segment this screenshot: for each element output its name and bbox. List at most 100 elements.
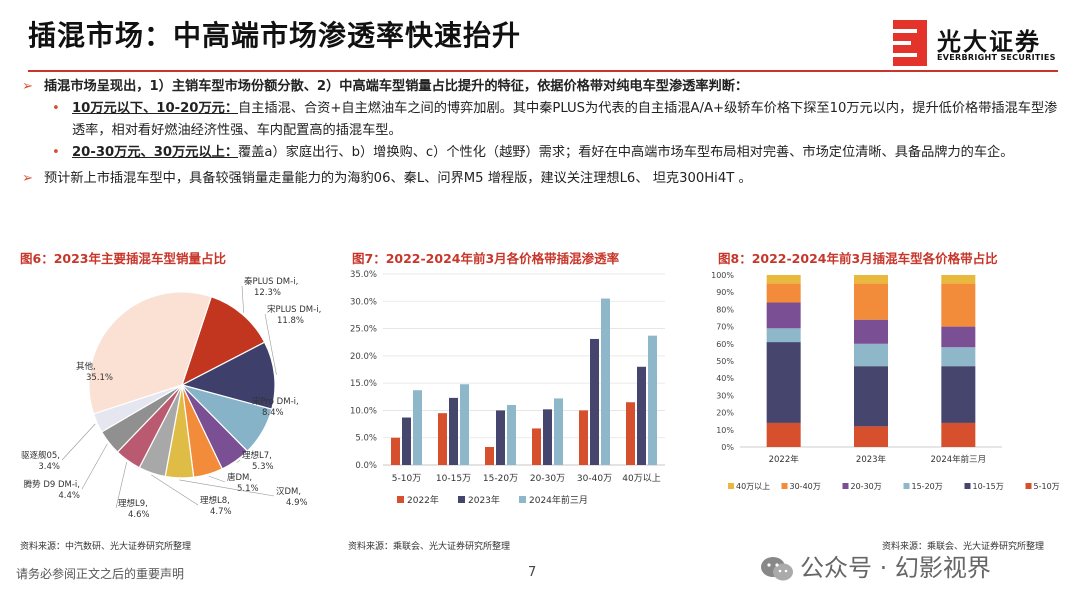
legend-swatch (781, 483, 788, 489)
y-tick-label: 35.0% (350, 270, 377, 280)
y-tick-label: 30% (716, 391, 734, 400)
x-tick-label: 15-20万 (483, 474, 518, 484)
pie-slice-label: 4.7% (210, 507, 232, 517)
bar (601, 298, 610, 465)
pie-slice-label: 4.9% (286, 498, 308, 508)
legend-label: 2022年 (407, 494, 439, 506)
legend-label: 10-15万 (973, 482, 1004, 491)
legend-swatch (728, 483, 734, 489)
y-tick-label: 10.0% (350, 406, 377, 416)
pie-slice-name: 腾势 D9 DM-i, (24, 479, 80, 490)
pie-slice-name: 驱逐舰05, (21, 450, 60, 461)
stacked-bar-segment (766, 342, 801, 423)
footer-disclaimer: 请务必参阅正文之后的重要声明 (16, 567, 185, 581)
page-title: 插混市场：中高端市场渗透率快速抬升 (28, 19, 522, 52)
y-tick-label: 40% (716, 374, 734, 383)
stacked-bar-segment (941, 326, 976, 348)
dot-bullet-icon: • (52, 101, 60, 116)
y-tick-label: 0.0% (355, 461, 377, 471)
pie-leader-line (115, 462, 127, 509)
pie-slice-name: 其他, (76, 361, 96, 372)
bullet-main-text: 插混市场呈现出，1）主销车型市场份额分散、2）中高端车型销量占比提升的特征，依据… (44, 79, 749, 94)
bar (496, 410, 505, 465)
legend-label: 2024年前三月 (529, 494, 588, 506)
sub-bullet-low-price-body: 自主插混、合资+自主燃油车之间的博弈加剧。其中秦PLUS为代表的自主插混A/A+… (72, 101, 1058, 138)
fig8-title: 图8：2022-2024年前3月插混车型各价格带占比 (718, 251, 998, 266)
bullet-forecast-text: 预计新上市插混车型中，具备较强销量走量能力的为海豹06、秦L、问界M5 增程版，… (44, 171, 752, 186)
header-divider (28, 70, 1058, 72)
x-tick-label: 2022年 (769, 454, 800, 465)
x-tick-label: 30-40万 (577, 474, 612, 484)
sub-bullet-high-price-body: 覆盖a）家庭出行、b）增换购、c）个性化（越野）需求；看好在中高端市场车型布局相… (238, 145, 1014, 160)
wechat-icon (761, 557, 793, 581)
y-tick-label: 90% (716, 288, 734, 297)
y-tick-label: 30.0% (350, 297, 377, 307)
legend-swatch (519, 496, 526, 503)
pie-leader-line (81, 443, 108, 490)
bar (485, 446, 494, 465)
legend-swatch (458, 496, 465, 503)
bar (449, 397, 458, 465)
bullet-main: ➢ 插混市场呈现出，1）主销车型市场份额分散、2）中高端车型销量占比提升的特征，… (22, 76, 1062, 98)
y-tick-label: 80% (716, 305, 734, 314)
sub-bullet-low-price: • 10万元以下、10-20万元：自主插混、合资+自主燃油车之间的博弈加剧。其中… (22, 98, 1062, 142)
pie-leader-line (208, 475, 226, 483)
pie-leader-line (151, 474, 199, 506)
dot-bullet-icon: • (52, 145, 60, 160)
legend-label: 30-40万 (790, 482, 821, 491)
pie-slice-name: 宋PLUS DM-i, (267, 304, 321, 315)
legend-swatch (903, 483, 910, 489)
pie-slice-label: 4.4% (58, 491, 80, 501)
sub-bullet-low-price-head: 10万元以下、10-20万元： (72, 101, 239, 116)
pie-slice-name: 宋Pro DM-i, (252, 396, 299, 407)
page-number: 7 (528, 565, 537, 580)
bar (402, 417, 411, 465)
stacked-bar-segment (854, 275, 888, 284)
x-tick-label: 2023年 (856, 454, 887, 465)
y-tick-label: 20.0% (350, 352, 377, 362)
pie-slice-name: 秦PLUS DM-i, (244, 276, 298, 287)
legend-swatch (397, 496, 404, 503)
legend-label: 2023年 (468, 494, 500, 506)
stacked-bar-segment (854, 366, 888, 427)
bullet-forecast: ➢ 预计新上市插混车型中，具备较强销量走量能力的为海豹06、秦L、问界M5 增程… (22, 168, 1062, 190)
x-tick-label: 5-10万 (392, 474, 421, 484)
bar (532, 428, 541, 465)
legend-label: 20-30万 (851, 482, 882, 491)
y-tick-label: 0% (721, 443, 734, 452)
y-tick-label: 20% (716, 409, 734, 418)
y-tick-label: 70% (716, 323, 734, 332)
bar (554, 398, 563, 465)
stacked-bar-segment (941, 275, 976, 284)
stacked-bar-segment (854, 319, 888, 344)
bar (626, 402, 635, 465)
pie-slice-name: 汉DM, (276, 487, 301, 497)
bar (438, 413, 447, 465)
sub-bullet-high-price: • 20-30万元、30万元以上：覆盖a）家庭出行、b）增换购、c）个性化（越野… (22, 142, 1062, 164)
y-tick-label: 10% (716, 426, 734, 435)
fig6-title: 图6：2023年主要插混车型销量占比 (20, 251, 226, 266)
sub-bullet-high-price-head: 20-30万元、30万元以上： (72, 145, 239, 160)
bar (543, 409, 552, 465)
bar (579, 410, 588, 465)
fig6-pie-chart: 秦PLUS DM-i,12.3% 宋PLUS DM-i,11.8% 宋Pro DM-… (21, 276, 321, 520)
bar (507, 404, 516, 465)
bar (391, 437, 400, 465)
stacked-bar-segment (766, 328, 801, 343)
legend-label: 40万以上 (736, 482, 770, 491)
stacked-bar-segment (766, 283, 801, 303)
pie-slice-name: 理想L9, (118, 498, 148, 509)
legend-label: 5-10万 (1034, 482, 1060, 491)
y-tick-label: 50% (716, 357, 734, 366)
logo-text-en: EVERBRIGHT SECURITIES (937, 53, 1056, 62)
stacked-bar-segment (766, 302, 801, 329)
bar (590, 338, 599, 465)
fig8-stacked-bar-chart: 0% 10% 20% 30% 40% 50% 60% 70% 80% 90% 100% 2022年 20… (711, 271, 1060, 491)
fig8-source: 资料来源：乘联会、光大证券研究所整理 (882, 542, 1045, 552)
watermark: 公众号 · 幻影视界 (760, 548, 991, 583)
pie-slice (180, 295, 266, 387)
pie-slice-label: 4.6% (128, 510, 150, 520)
stacked-bar-segment (941, 347, 976, 367)
legend-swatch (964, 483, 971, 489)
legend-label: 15-20万 (912, 482, 943, 491)
